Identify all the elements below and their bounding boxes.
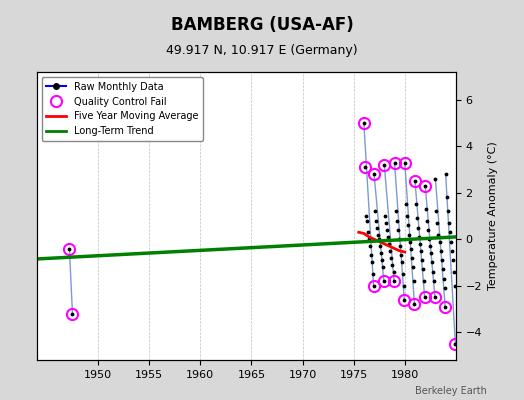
- Text: 49.917 N, 10.917 E (Germany): 49.917 N, 10.917 E (Germany): [166, 44, 358, 57]
- Text: Berkeley Earth: Berkeley Earth: [416, 386, 487, 396]
- Text: BAMBERG (USA-AF): BAMBERG (USA-AF): [171, 16, 353, 34]
- Legend: Raw Monthly Data, Quality Control Fail, Five Year Moving Average, Long-Term Tren: Raw Monthly Data, Quality Control Fail, …: [41, 77, 203, 141]
- Y-axis label: Temperature Anomaly (°C): Temperature Anomaly (°C): [488, 142, 498, 290]
